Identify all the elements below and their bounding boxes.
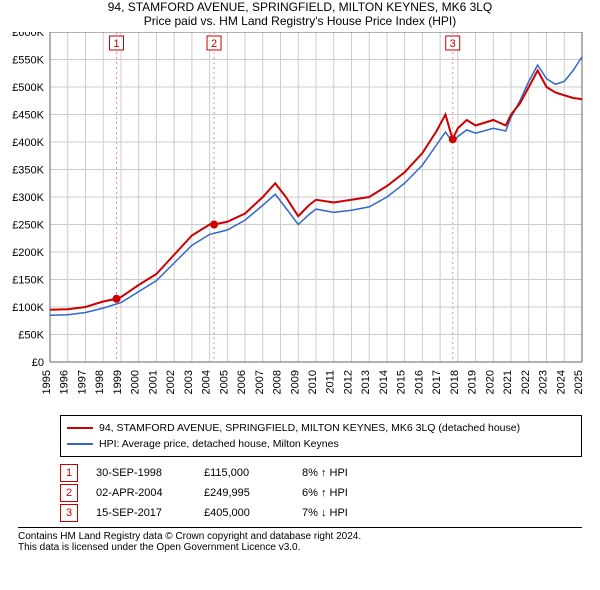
x-tick-label: 2013 [360,370,372,394]
y-tick-label: £350K [12,165,44,177]
event-date: 30-SEP-1998 [96,467,186,479]
footer-line-1: Contains HM Land Registry data © Crown c… [18,531,582,542]
x-tick-label: 1995 [41,370,53,394]
y-tick-label: £0 [32,357,44,369]
x-tick-label: 2004 [201,370,213,394]
footer: Contains HM Land Registry data © Crown c… [18,527,582,553]
legend-swatch [67,443,93,445]
chart-subtitle: Price paid vs. HM Land Registry's House … [0,14,600,32]
x-tick-label: 2015 [396,370,408,394]
legend: 94, STAMFORD AVENUE, SPRINGFIELD, MILTON… [60,415,582,457]
y-tick-label: £550K [12,55,44,67]
event-num-box: 2 [60,484,78,502]
y-tick-label: £500K [12,82,44,94]
event-marker [449,135,457,143]
x-tick-label: 2021 [502,370,514,394]
legend-row: HPI: Average price, detached house, Milt… [67,436,575,452]
x-tick-label: 1999 [112,370,124,394]
footer-line-2: This data is licensed under the Open Gov… [18,542,582,553]
x-tick-label: 2011 [325,370,337,394]
x-tick-label: 2024 [555,370,567,394]
event-flag-num: 3 [450,38,456,50]
event-num-box: 1 [60,464,78,482]
event-row: 3 15-SEP-2017 £405,000 7% ↓ HPI [60,503,582,523]
event-num-box: 3 [60,504,78,522]
y-tick-label: £150K [12,275,44,287]
x-tick-label: 1998 [94,370,106,394]
event-date: 02-APR-2004 [96,487,186,499]
event-delta: 6% ↑ HPI [302,487,382,499]
chart-title: 94, STAMFORD AVENUE, SPRINGFIELD, MILTON… [0,0,600,14]
x-tick-label: 2025 [573,370,585,394]
x-tick-label: 2002 [165,370,177,394]
x-tick-label: 2022 [520,370,532,394]
event-price: £115,000 [204,467,284,479]
y-tick-label: £200K [12,247,44,259]
x-tick-label: 2019 [467,370,479,394]
y-tick-label: £400K [12,137,44,149]
y-tick-label: £450K [12,110,44,122]
x-tick-label: 2017 [431,370,443,394]
plot-area: £0 £50K £100K £150K £200K £250K £300K £350K £400… [0,32,600,407]
event-marker [113,295,121,303]
x-tick-label: 2001 [147,370,159,394]
x-tick-label: 2018 [449,370,461,394]
x-tick-label: 1996 [59,370,71,394]
x-tick-label: 2005 [218,370,230,394]
event-delta: 8% ↑ HPI [302,467,382,479]
x-tick-label: 2010 [307,370,319,394]
x-tick-label: 2009 [289,370,301,394]
x-tick-label: 2012 [342,370,354,394]
event-date: 15-SEP-2017 [96,507,186,519]
x-tick-label: 2023 [538,370,550,394]
event-price: £405,000 [204,507,284,519]
event-marker [210,221,218,229]
events-table: 1 30-SEP-1998 £115,000 8% ↑ HPI 2 02-APR-2004… [60,463,582,523]
y-tick-label: £300K [12,192,44,204]
event-price: £249,995 [204,487,284,499]
x-tick-label: 2006 [236,370,248,394]
x-tick-label: 2007 [254,370,266,394]
x-tick-label: 2014 [378,370,390,394]
plot-svg: £0 £50K £100K £150K £200K £250K £300K £350K £400… [0,32,600,402]
x-tick-label: 2020 [484,370,496,394]
x-tick-label: 1997 [76,370,88,394]
event-row: 1 30-SEP-1998 £115,000 8% ↑ HPI [60,463,582,483]
chart-container: 94, STAMFORD AVENUE, SPRINGFIELD, MILTON… [0,0,600,590]
legend-swatch [67,427,93,429]
x-tick-label: 2016 [413,370,425,394]
event-flag-num: 2 [211,38,217,50]
event-flag-num: 1 [113,38,119,50]
x-tick-label: 2008 [272,370,284,394]
y-tick-label: £50K [18,330,44,342]
event-row: 2 02-APR-2004 £249,995 6% ↑ HPI [60,483,582,503]
y-tick-label: £600K [12,32,44,39]
x-tick-label: 2000 [130,370,142,394]
y-tick-label: £100K [12,302,44,314]
legend-row: 94, STAMFORD AVENUE, SPRINGFIELD, MILTON… [67,420,575,436]
x-tick-label: 2003 [183,370,195,394]
event-delta: 7% ↓ HPI [302,507,382,519]
legend-label: 94, STAMFORD AVENUE, SPRINGFIELD, MILTON… [99,422,520,434]
y-tick-label: £250K [12,220,44,232]
legend-label: HPI: Average price, detached house, Milt… [99,438,339,450]
